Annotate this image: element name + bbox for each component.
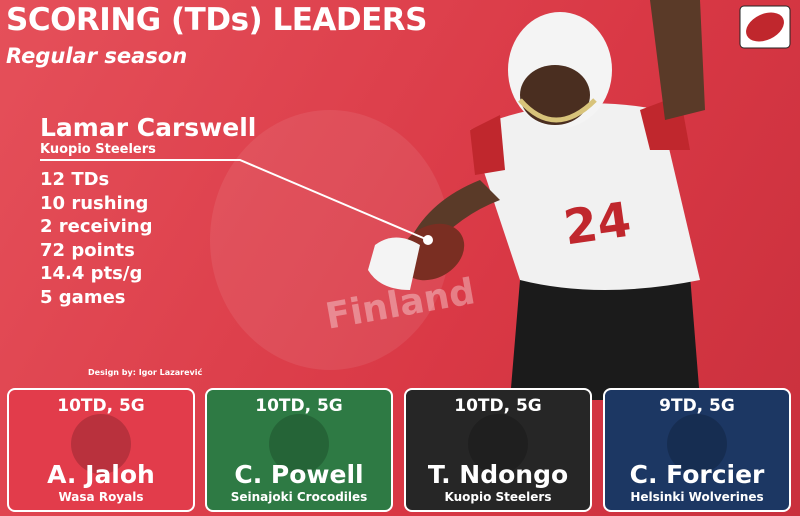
card-stat: 10TD, 5G <box>454 396 542 416</box>
card-name: C. Forcier <box>629 460 765 489</box>
leader-card: 10TD, 5G C. Powell Seinajoki Crocodiles <box>205 388 393 512</box>
stat-line: 14.4 pts/g <box>40 263 143 284</box>
jersey-number: 24 <box>560 191 635 257</box>
stat-line: 2 receiving <box>40 216 153 237</box>
leader-stats: 12 TDs 10 rushing 2 receiving 72 points … <box>40 168 153 309</box>
stat-line: 10 rushing <box>40 192 149 214</box>
card-team: Wasa Royals <box>58 490 144 504</box>
stat-line: 5 games <box>40 286 126 308</box>
card-name: C. Powell <box>234 460 364 489</box>
card-stat: 10TD, 5G <box>255 396 343 416</box>
stat-line: 72 points <box>40 239 135 261</box>
leader-card: 10TD, 5G T. Ndongo Kuopio Steelers <box>404 388 592 512</box>
subtitle: Regular season <box>6 44 188 68</box>
card-team: Helsinki Wolverines <box>630 490 764 504</box>
credit: Design by: Igor Lazarević <box>88 368 203 377</box>
leader-card: 10TD, 5G A. Jaloh Wasa Royals <box>7 388 195 512</box>
leader-name: Lamar Carswell <box>40 113 257 142</box>
leader-team: Kuopio Steelers <box>40 142 156 157</box>
leader-card: 9TD, 5G C. Forcier Helsinki Wolverines <box>603 388 791 512</box>
card-team: Seinajoki Crocodiles <box>230 490 368 504</box>
card-name: T. Ndongo <box>427 460 569 489</box>
card-name: A. Jaloh <box>47 460 155 489</box>
card-team: Kuopio Steelers <box>444 490 552 504</box>
title: SCORING (TDs) LEADERS <box>6 2 428 38</box>
card-stat: 10TD, 5G <box>57 396 145 416</box>
card-stat: 9TD, 5G <box>659 396 735 416</box>
stat-line: 12 TDs <box>40 169 110 190</box>
